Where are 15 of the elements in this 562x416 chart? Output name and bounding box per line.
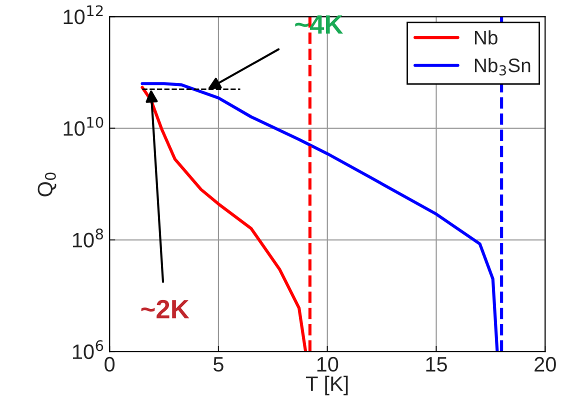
legend-label: Nb$_{3}$Sn — [474, 58, 530, 76]
x-tick-label: 5 — [214, 357, 224, 372]
x-tick-label: 15 — [426, 357, 447, 372]
x-tick-label: 0 — [104, 356, 115, 372]
y-tick-label: 10$^{6}$ — [72, 340, 104, 360]
y-axis-title: Q$_{0}$ — [38, 172, 56, 196]
y-tick-label: 10$^{10}$ — [64, 116, 104, 136]
annotation: ~4K — [295, 15, 344, 34]
x-axis-title: T [K] — [306, 376, 348, 396]
x-tick-label: 20 — [534, 356, 556, 372]
y-tick-label: 10$^{8}$ — [72, 228, 104, 248]
y-tick-label: 10$^{12}$ — [64, 5, 103, 24]
legend-label: Nb — [474, 30, 498, 45]
annotation: ~2K — [141, 300, 190, 318]
x-tick-label: 10 — [317, 356, 338, 372]
